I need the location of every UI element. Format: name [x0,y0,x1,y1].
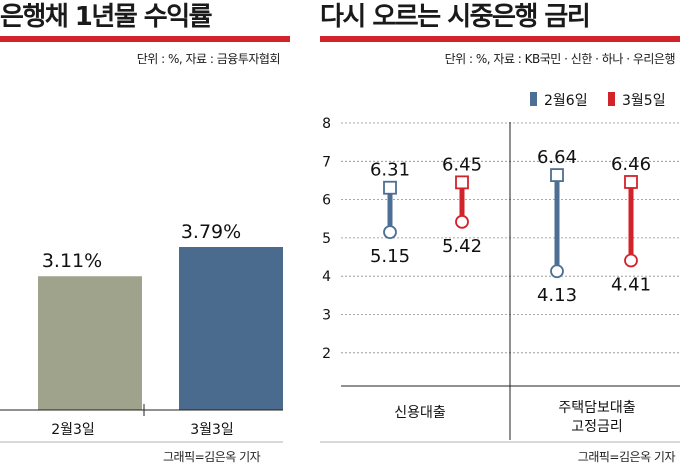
y-tick-label: 7 [322,154,331,170]
y-tick-label: 4 [322,269,331,285]
legend-marker-mar [608,92,615,106]
left-bar [38,276,142,410]
left-category-label: 2월3일 [51,422,95,438]
high-marker [624,175,638,189]
left-category-label: 3월3일 [190,422,234,438]
left-chart-title: 은행채 1년물 수익률 [0,2,213,32]
low-marker [624,253,638,268]
right-credit: 그래픽=김은옥 기자 [577,450,676,464]
group-label-mortgage-line2: 고정금리 [571,419,623,435]
right-unit-source: 단위 : %, 자료 : KB국민 · 신한 · 하나 · 우리은행 [444,52,676,66]
low-marker [383,225,397,240]
left-credit: 그래픽=김은옥 기자 [163,450,261,464]
high-value-label: 6.45 [442,154,482,175]
low-value-label: 5.15 [370,246,410,267]
y-tick-label: 8 [322,116,331,132]
high-value-label: 6.64 [537,147,577,168]
left-title-underline [0,36,290,42]
low-marker [455,214,469,229]
high-value-label: 6.31 [370,160,410,181]
left-value-label: 3.79% [181,221,241,243]
left-unit-source: 단위 : %, 자료 : 금융투자협회 [136,52,281,66]
left-value-label: 3.11% [42,250,102,272]
low-value-label: 4.41 [611,274,651,295]
high-marker [455,175,469,190]
right-title-underline [320,36,680,42]
legend-label-feb: 2월6일 [544,93,588,109]
low-value-label: 5.42 [442,236,482,257]
high-value-label: 6.46 [611,154,651,175]
group-label-credit: 신용대출 [394,405,446,421]
legend-label-mar: 3월5일 [622,93,666,109]
left-bar-chart: 2월3일 3월3일 3.11% 3.79% [0,221,283,443]
y-tick-label: 5 [322,231,331,247]
left-bar [179,247,283,410]
right-chart-title: 다시 오르는 시중은행 금리 [320,2,591,32]
legend-marker-feb [530,92,537,106]
high-marker [383,180,397,195]
low-marker [550,264,564,279]
y-tick-label: 2 [322,346,331,362]
y-tick-label: 6 [322,193,331,209]
y-tick-label: 3 [322,308,331,324]
right-dumbbell-chart: 2월6일 3월5일 2 3 4 5 6 7 8 6.31 5.15 6.64 4.13 6.45 5.… [320,92,680,443]
low-value-label: 4.13 [537,285,577,306]
high-marker [550,168,564,182]
group-label-mortgage-line1: 주택담보대출 [558,400,635,416]
